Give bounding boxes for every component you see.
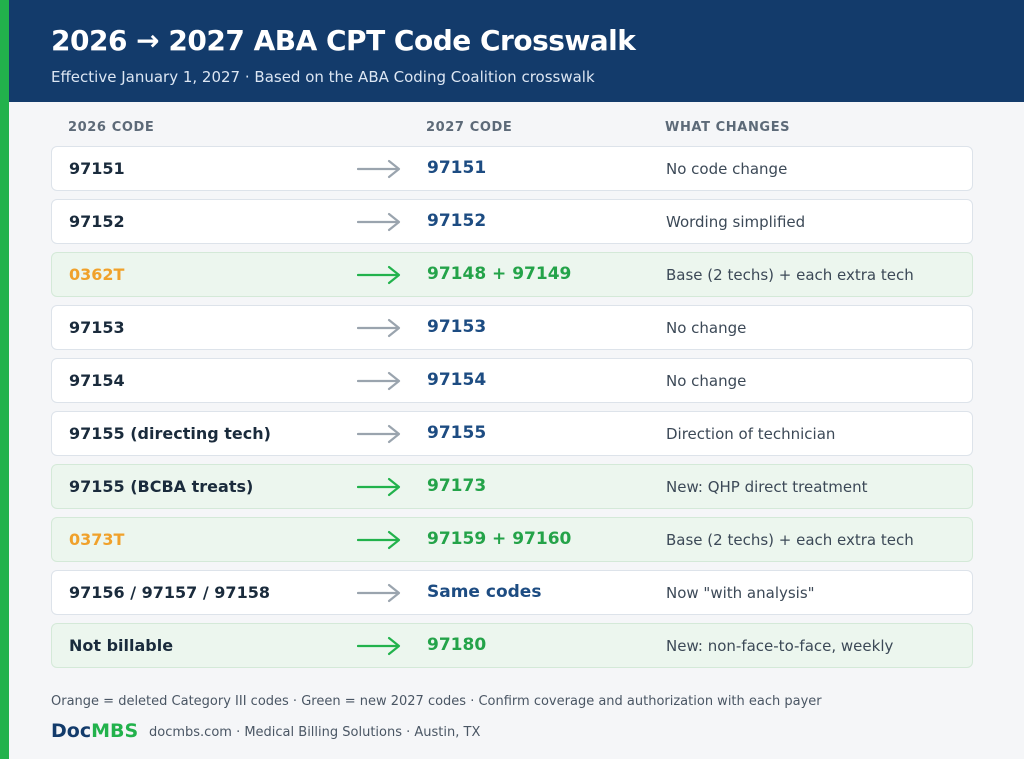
old-code: Not billable bbox=[69, 636, 174, 655]
column-headers: 2026 CODE 2027 CODE WHAT CHANGES bbox=[68, 120, 973, 140]
new-code: 97154 bbox=[427, 370, 487, 390]
new-code: 97151 bbox=[427, 158, 487, 178]
brand-logo-mbs: MBS bbox=[91, 720, 139, 742]
arrow-right-icon bbox=[357, 424, 401, 444]
new-code: 97152 bbox=[427, 211, 487, 231]
new-code: 97155 bbox=[427, 423, 487, 443]
footer: DocMBS docmbs.com · Medical Billing Solu… bbox=[51, 720, 480, 744]
arrow-right-icon bbox=[357, 477, 401, 497]
old-code: 97155 (BCBA treats) bbox=[69, 477, 254, 496]
arrow-right-icon bbox=[357, 318, 401, 338]
table-row: 97154 97154 No change bbox=[51, 358, 973, 403]
accent-bar bbox=[0, 0, 9, 759]
arrow-right-icon bbox=[357, 212, 401, 232]
change-description: Base (2 techs) + each extra tech bbox=[666, 266, 914, 284]
change-description: Wording simplified bbox=[666, 213, 806, 231]
table-row: Not billable 97180 New: non-face-to-face, … bbox=[51, 623, 973, 668]
table-row: 97151 97151 No code change bbox=[51, 146, 973, 191]
arrow-right-icon bbox=[357, 371, 401, 391]
change-description: Direction of technician bbox=[666, 425, 836, 443]
arrow-right-icon bbox=[357, 636, 401, 656]
new-code: 97153 bbox=[427, 317, 487, 337]
change-description: New: non-face-to-face, weekly bbox=[666, 637, 894, 655]
table-row: 97153 97153 No change bbox=[51, 305, 973, 350]
change-description: New: QHP direct treatment bbox=[666, 478, 868, 496]
old-code: 97151 bbox=[69, 159, 125, 178]
new-code: 97148 + 97149 bbox=[427, 264, 572, 284]
old-code: 0362T bbox=[69, 265, 125, 284]
header: 2026 → 2027 ABA CPT Code Crosswalk Effec… bbox=[9, 0, 1024, 102]
page-subtitle: Effective January 1, 2027 · Based on the… bbox=[51, 68, 595, 86]
change-description: No change bbox=[666, 372, 747, 390]
column-header-2026: 2026 CODE bbox=[68, 120, 155, 135]
change-description: Now "with analysis" bbox=[666, 584, 815, 602]
new-code: 97159 + 97160 bbox=[427, 529, 572, 549]
column-header-2027: 2027 CODE bbox=[426, 120, 513, 135]
crosswalk-table: 97151 97151 No code change 97152 97152 Wordin… bbox=[51, 146, 973, 676]
change-description: Base (2 techs) + each extra tech bbox=[666, 531, 914, 549]
legend-note: Orange = deleted Category III codes · Gr… bbox=[51, 694, 822, 709]
table-row: 97155 (directing tech) 97155 Direction of … bbox=[51, 411, 973, 456]
old-code: 97155 (directing tech) bbox=[69, 424, 271, 443]
arrow-right-icon bbox=[357, 265, 401, 285]
table-row: 97155 (BCBA treats) 97173 New: QHP direct … bbox=[51, 464, 973, 509]
arrow-right-icon bbox=[357, 530, 401, 550]
table-row: 97152 97152 Wording simplified bbox=[51, 199, 973, 244]
footer-text: docmbs.com · Medical Billing Solutions ·… bbox=[149, 725, 481, 740]
table-row: 97156 / 97157 / 97158 Same codes Now "with… bbox=[51, 570, 973, 615]
old-code: 97154 bbox=[69, 371, 125, 390]
arrow-right-icon bbox=[357, 583, 401, 603]
old-code: 97156 / 97157 / 97158 bbox=[69, 583, 270, 602]
arrow-right-icon bbox=[357, 159, 401, 179]
page-title: 2026 → 2027 ABA CPT Code Crosswalk bbox=[51, 24, 636, 57]
old-code: 0373T bbox=[69, 530, 125, 549]
new-code: Same codes bbox=[427, 582, 542, 602]
brand-logo: DocMBS bbox=[51, 720, 138, 742]
column-header-what-changes: WHAT CHANGES bbox=[665, 120, 791, 135]
table-row: 0362T 97148 + 97149 Base (2 techs) + each … bbox=[51, 252, 973, 297]
change-description: No change bbox=[666, 319, 747, 337]
new-code: 97180 bbox=[427, 635, 487, 655]
table-row: 0373T 97159 + 97160 Base (2 techs) + each … bbox=[51, 517, 973, 562]
old-code: 97153 bbox=[69, 318, 125, 337]
old-code: 97152 bbox=[69, 212, 125, 231]
brand-logo-doc: Doc bbox=[51, 720, 92, 742]
new-code: 97173 bbox=[427, 476, 487, 496]
change-description: No code change bbox=[666, 160, 788, 178]
